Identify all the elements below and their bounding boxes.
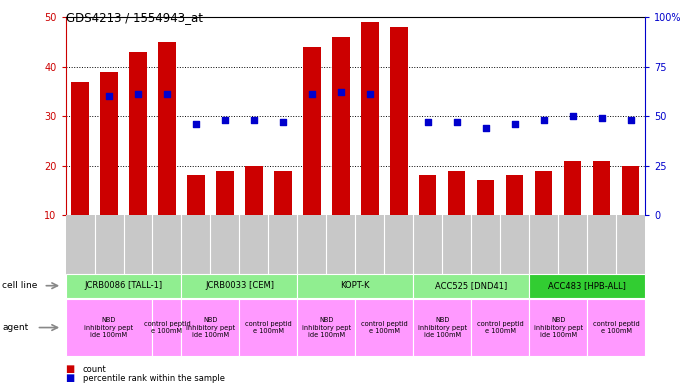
Point <box>509 121 520 127</box>
Point <box>538 117 549 123</box>
Point <box>596 115 607 121</box>
Point <box>248 117 259 123</box>
Text: control peptid
e 100mM: control peptid e 100mM <box>361 321 408 334</box>
Bar <box>245 166 263 215</box>
Bar <box>129 52 147 215</box>
Point <box>335 89 346 96</box>
Point <box>306 91 317 98</box>
Bar <box>535 170 553 215</box>
Point <box>104 93 115 99</box>
Bar <box>100 72 118 215</box>
Point <box>451 119 462 125</box>
Text: GDS4213 / 1554943_at: GDS4213 / 1554943_at <box>66 12 203 25</box>
Bar <box>419 175 437 215</box>
Bar <box>477 180 495 215</box>
Point <box>567 113 578 119</box>
Bar <box>593 161 611 215</box>
Text: control peptid
e 100mM: control peptid e 100mM <box>593 321 640 334</box>
Text: ACC525 [DND41]: ACC525 [DND41] <box>435 281 507 290</box>
Point <box>161 91 172 98</box>
Text: control peptid
e 100mM: control peptid e 100mM <box>245 321 292 334</box>
Text: ■: ■ <box>66 364 75 374</box>
Text: KOPT-K: KOPT-K <box>341 281 370 290</box>
Text: NBD
inhibitory pept
ide 100mM: NBD inhibitory pept ide 100mM <box>186 317 235 338</box>
Text: NBD
inhibitory pept
ide 100mM: NBD inhibitory pept ide 100mM <box>84 317 134 338</box>
Bar <box>448 170 466 215</box>
Text: control peptid
e 100mM: control peptid e 100mM <box>144 321 190 334</box>
Text: NBD
inhibitory pept
ide 100mM: NBD inhibitory pept ide 100mM <box>302 317 351 338</box>
Bar <box>303 47 321 215</box>
Bar <box>71 81 89 215</box>
Bar <box>332 37 350 215</box>
Text: NBD
inhibitory pept
ide 100mM: NBD inhibitory pept ide 100mM <box>417 317 467 338</box>
Bar <box>390 27 408 215</box>
Point <box>132 91 144 98</box>
Point <box>190 121 201 127</box>
Bar <box>564 161 582 215</box>
Text: count: count <box>83 365 106 374</box>
Text: ■: ■ <box>66 373 75 383</box>
Bar <box>216 170 234 215</box>
Bar <box>274 170 292 215</box>
Point <box>422 119 433 125</box>
Text: agent: agent <box>2 323 28 332</box>
Text: control peptid
e 100mM: control peptid e 100mM <box>477 321 524 334</box>
Point <box>219 117 230 123</box>
Text: NBD
inhibitory pept
ide 100mM: NBD inhibitory pept ide 100mM <box>533 317 583 338</box>
Text: JCRB0086 [TALL-1]: JCRB0086 [TALL-1] <box>84 281 163 290</box>
Text: ACC483 [HPB-ALL]: ACC483 [HPB-ALL] <box>549 281 626 290</box>
Bar <box>187 175 205 215</box>
Text: cell line: cell line <box>2 281 37 290</box>
Point <box>364 91 375 98</box>
Bar <box>361 22 379 215</box>
Bar <box>158 42 176 215</box>
Point <box>480 125 491 131</box>
Bar <box>622 166 640 215</box>
Bar <box>506 175 524 215</box>
Text: JCRB0033 [CEM]: JCRB0033 [CEM] <box>205 281 274 290</box>
Point <box>625 117 636 123</box>
Point <box>277 119 288 125</box>
Text: percentile rank within the sample: percentile rank within the sample <box>83 374 225 383</box>
